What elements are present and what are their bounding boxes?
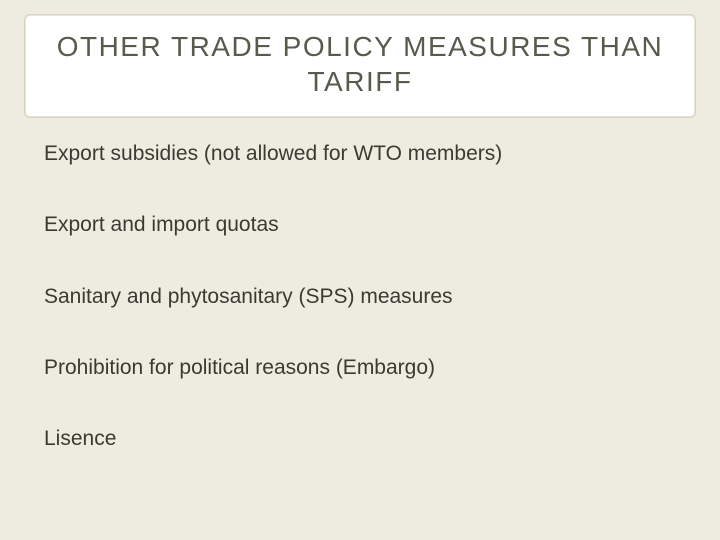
list-item: Lisence	[44, 425, 676, 452]
title-box: OTHER TRADE POLICY MEASURES THAN TARIFF	[24, 14, 696, 118]
list-item: Sanitary and phytosanitary (SPS) measure…	[44, 283, 676, 310]
slide-title: OTHER TRADE POLICY MEASURES THAN TARIFF	[35, 29, 685, 99]
list-item: Export and import quotas	[44, 211, 676, 238]
list-item: Prohibition for political reasons (Embar…	[44, 354, 676, 381]
slide-body: Export subsidies (not allowed for WTO me…	[44, 140, 676, 496]
slide: OTHER TRADE POLICY MEASURES THAN TARIFF …	[0, 0, 720, 540]
list-item: Export subsidies (not allowed for WTO me…	[44, 140, 676, 167]
